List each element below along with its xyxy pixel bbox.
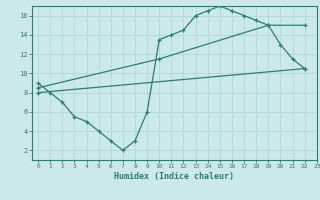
X-axis label: Humidex (Indice chaleur): Humidex (Indice chaleur) — [115, 172, 234, 181]
